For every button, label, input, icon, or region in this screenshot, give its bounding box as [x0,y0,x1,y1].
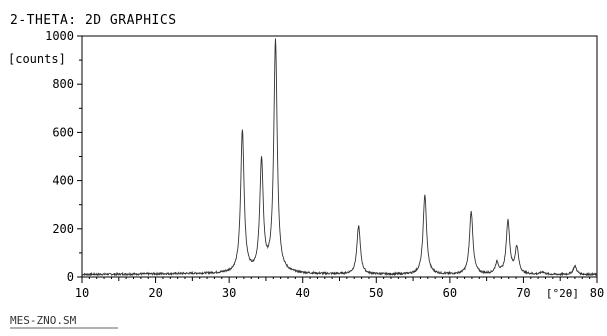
plot-border [81,35,598,278]
x-tick-label: 30 [222,286,236,300]
diffraction-series-line [81,38,598,277]
y-axis: 0 200 400 600 800 1000 [45,29,82,284]
y-tick-label: 800 [52,77,74,91]
x-tick-label: 10 [75,286,89,300]
x-axis: 10 20 30 40 50 60 70 80 [°2θ] [75,277,604,300]
x-tick-label: 50 [369,286,383,300]
y-tick-label: 1000 [45,29,74,43]
x-tick-label: 20 [148,286,162,300]
x-tick-label: 70 [516,286,530,300]
y-tick-label: 600 [52,125,74,139]
chart-title: 2-THETA: 2D GRAPHICS [10,13,177,28]
series-layer [81,38,598,277]
y-tick-label: 0 [67,270,74,284]
y-axis-label: [counts] [8,52,66,66]
x-axis-unit-label: [°2θ] [546,287,579,300]
x-tick-label: 60 [443,286,457,300]
plot-area [81,35,598,278]
y-tick-label: 400 [52,174,74,188]
x-tick-label: 40 [295,286,309,300]
x-tick-label: 80 [590,286,604,300]
y-tick-label: 200 [52,222,74,236]
file-name-label: MES-ZNO.SM [10,314,77,327]
